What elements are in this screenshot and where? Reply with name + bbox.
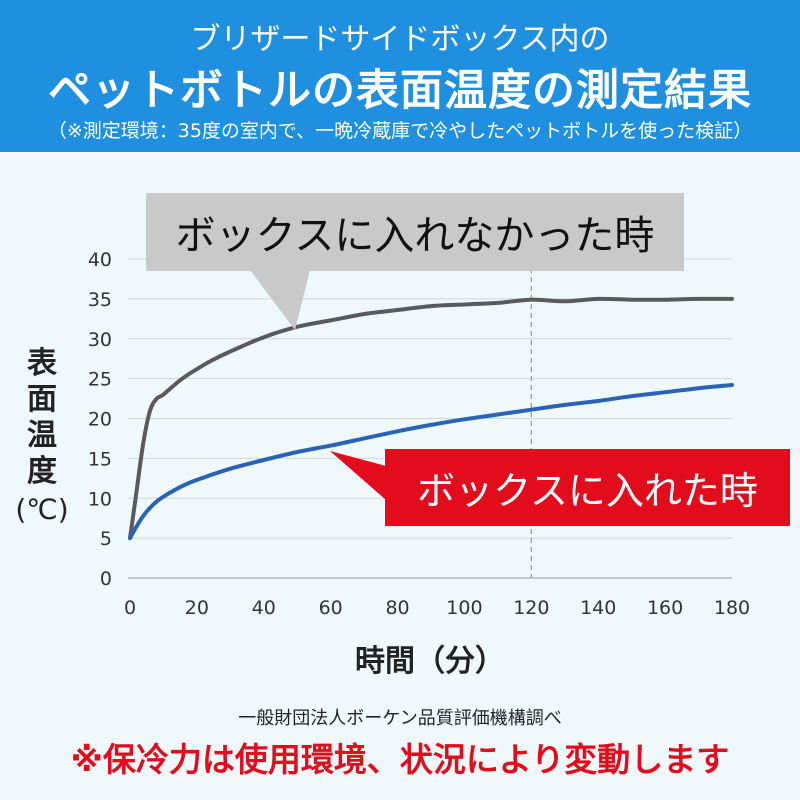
x-tick-label: 140 <box>580 597 616 619</box>
callout-pointer-red <box>330 451 386 500</box>
x-tick-label: 0 <box>124 597 136 619</box>
test-condition-note: （※測定環境：35度の室内で、一晩冷蔵庫で冷やしたペットボトルを使った検証） <box>47 120 753 142</box>
x-tick-label: 40 <box>252 597 276 619</box>
y-axis-label: 表面温度 (℃) <box>14 346 70 528</box>
series-lines <box>128 296 734 541</box>
y-tick-label: 0 <box>100 568 112 590</box>
line-chart: 0 5 10 15 20 25 30 35 40 0 20 40 60 80 100 120 140 160 180 <box>88 249 750 619</box>
data-source: 一般財団法人ボーケン品質評価機構調べ <box>238 708 562 729</box>
series-line-with-box <box>128 383 734 541</box>
x-tick-label: 80 <box>385 597 409 619</box>
disclaimer-note: ※保冷力は使用環境、状況により変動します <box>70 740 730 779</box>
callout-pointers <box>250 270 386 500</box>
y-tick-label: 25 <box>88 369 112 391</box>
callout-pointer-gray <box>250 270 310 330</box>
x-axis-label: 時間（分） <box>355 644 505 679</box>
series-line-without-box <box>128 296 734 541</box>
y-tick-label: 35 <box>88 289 112 311</box>
y-axis-label-text: 表面温度 <box>14 346 70 490</box>
header-banner: ブリザードサイドボックス内の ペットボトルの表面温度の測定結果 （※測定環境：3… <box>0 0 800 152</box>
y-tick-label: 15 <box>88 448 112 470</box>
y-tick-label: 10 <box>88 488 112 510</box>
y-tick-label: 20 <box>88 409 112 431</box>
y-tick-label: 40 <box>88 249 112 271</box>
x-tick-label: 100 <box>446 597 482 619</box>
y-tick-label: 5 <box>100 528 112 550</box>
callout-with-box: ボックスに入れた時 <box>385 449 790 526</box>
x-tick-label: 120 <box>513 597 549 619</box>
x-tick-label: 60 <box>319 597 343 619</box>
y-axis-label-char: 度 <box>27 454 57 489</box>
y-axis-label-char: 温 <box>27 418 57 453</box>
x-tick-label: 180 <box>714 597 750 619</box>
x-tick-label: 20 <box>185 597 209 619</box>
callout-without-box: ボックスに入れなかった時 <box>146 193 684 271</box>
y-tick-label: 30 <box>88 329 112 351</box>
y-axis-label-char: 面 <box>27 382 57 417</box>
tick-labels: 0 5 10 15 20 25 30 35 40 0 20 40 60 80 100 120 140 160 180 <box>88 249 750 619</box>
x-tick-label: 160 <box>647 597 683 619</box>
chart-title: ペットボトルの表面温度の測定結果 <box>48 66 752 116</box>
y-axis-label-char: 表 <box>27 346 57 381</box>
y-axis-unit: (℃) <box>15 493 69 526</box>
header-line-1: ブリザードサイドボックス内の <box>190 22 610 57</box>
